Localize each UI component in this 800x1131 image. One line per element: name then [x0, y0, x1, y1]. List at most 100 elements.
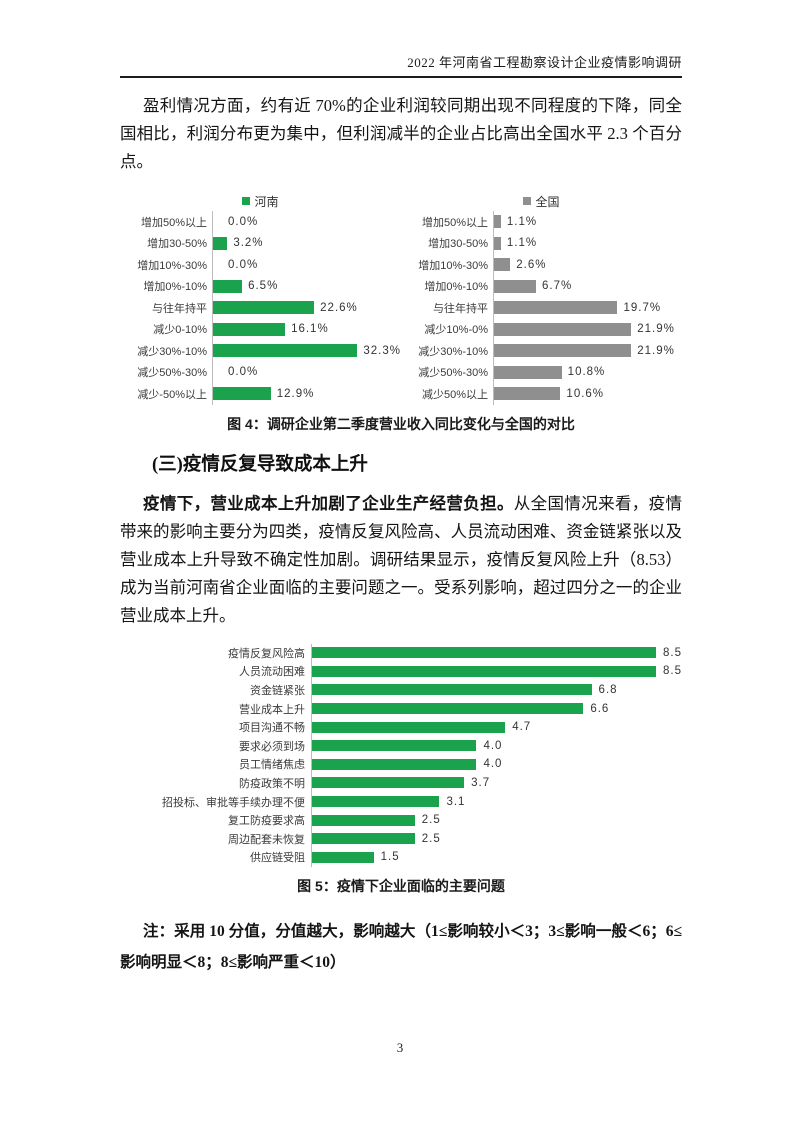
- chart-plot-area: 19.7%: [493, 297, 682, 319]
- national-legend-label: 全国: [535, 194, 560, 209]
- chart-bar: [312, 740, 477, 752]
- chart-row: 复工防疫要求高 2.5: [120, 810, 682, 830]
- page-content: 盈利情况方面，约有近 70%的企业利润较同期出现不同程度的下降，同全国相比，利润…: [120, 92, 682, 978]
- chart-row: 与往年持平 22.6%: [120, 297, 401, 319]
- chart-category-label: 减少30%-10%: [418, 345, 488, 358]
- chart-plot-area: 0.0%: [212, 361, 401, 383]
- chart-plot-area: 4.0: [311, 755, 682, 774]
- chart-row: 增加0%-10% 6.5%: [120, 275, 401, 297]
- henan-legend-swatch: [242, 197, 251, 205]
- chart-value-label: 22.6%: [320, 301, 358, 314]
- chart-bar: [312, 665, 656, 677]
- chart-value-label: 4.0: [483, 739, 503, 752]
- scale-note: 注：采用 10 分值，分值越大，影响越大（1≤影响较小＜3；3≤影响一般＜6；6…: [120, 922, 682, 971]
- chart-bar: [494, 322, 632, 336]
- chart-bar: [213, 322, 286, 336]
- chart-plot-area: 12.9%: [212, 383, 401, 405]
- chart-bar: [312, 796, 440, 808]
- chart-bar: [312, 684, 592, 696]
- chart-value-label: 10.8%: [567, 366, 606, 379]
- chart-category-label: 与往年持平: [433, 302, 488, 315]
- chart-value-label: 0.0%: [228, 215, 259, 228]
- chart-value-label: 32.3%: [363, 344, 401, 357]
- chart-value-label: 8.5: [663, 646, 682, 659]
- chart-plot-area: 2.5: [311, 829, 682, 849]
- chart-row: 增加50%以上 0.0%: [120, 211, 401, 233]
- chart-category-label: 营业成本上升: [239, 703, 305, 716]
- chart-category-label: 人员流动困难: [239, 666, 305, 679]
- paragraph-costs: 疫情下，营业成本上升加剧了企业生产经营负担。从全国情况来看，疫情带来的影响主要分…: [120, 490, 682, 630]
- chart-row: 增加0%-10% 6.7%: [401, 275, 682, 297]
- chart-category-label: 防疫政策不明: [239, 777, 305, 790]
- chart-row: 增加30-50% 3.2%: [120, 232, 401, 254]
- chart-plot-area: 4.7: [311, 717, 682, 737]
- chart-row: 减少0-10% 16.1%: [120, 318, 401, 340]
- figure4-charts: 河南 增加50%以上 0.0% 增加30-50% 3.2% 增加10%-30% 0.0% 增…: [120, 191, 682, 405]
- national-chart-rows: 增加50%以上 1.1% 增加30-50% 1.1% 增加10%-30% 2.6% 增加0%…: [401, 211, 682, 405]
- chart-category-label: 员工情绪焦虑: [239, 759, 305, 772]
- chart-category-label: 增加50%以上: [421, 216, 488, 229]
- chart-category-label: 疫情反复风险高: [228, 647, 305, 660]
- chart-plot-area: 0.0%: [212, 254, 401, 276]
- chart-plot-area: 21.9%: [493, 318, 682, 340]
- chart-plot-area: 8.5: [311, 643, 682, 663]
- chart-plot-area: 6.6: [311, 699, 682, 718]
- chart-plot-area: 16.1%: [212, 318, 401, 340]
- chart-value-label: 1.1%: [506, 215, 538, 228]
- chart-value-label: 4.7: [512, 721, 532, 734]
- henan-legend: 河南: [120, 191, 401, 211]
- chart-bar: [494, 279, 536, 293]
- chart-plot-area: 10.8%: [493, 361, 682, 383]
- chart-value-label: 21.9%: [637, 323, 675, 336]
- chart-bar: [494, 365, 562, 379]
- chart-row: 减少50%以上 10.6%: [401, 383, 682, 405]
- chart-row: 防疫政策不明 3.7: [120, 773, 682, 793]
- chart-bar: [312, 814, 415, 826]
- national-legend-swatch: [523, 197, 532, 205]
- chart-value-label: 6.6: [590, 702, 610, 715]
- chart-plot-area: 3.7: [311, 773, 682, 793]
- chart-value-label: 3.7: [471, 776, 491, 789]
- chart-row: 减少30%-10% 21.9%: [401, 340, 682, 362]
- chart-row: 减少10%-0% 21.9%: [401, 318, 682, 340]
- chart-bar: [494, 344, 632, 358]
- chart-bar: [312, 833, 415, 845]
- chart-category-label: 增加10%-30%: [137, 259, 207, 272]
- chart-row: 减少50%-30% 0.0%: [120, 361, 401, 383]
- henan-chart-rows: 增加50%以上 0.0% 增加30-50% 3.2% 增加10%-30% 0.0% 增加0%…: [120, 211, 401, 405]
- chart-plot-area: 8.5: [311, 662, 682, 681]
- chart-value-label: 1.5: [380, 851, 400, 864]
- chart-row: 与往年持平 19.7%: [401, 297, 682, 319]
- chart-bar: [494, 301, 618, 315]
- chart-value-label: 6.5%: [248, 280, 279, 293]
- chart-row: 项目沟通不畅 4.7: [120, 717, 682, 737]
- chart-plot-area: 6.5%: [212, 275, 401, 297]
- chart-category-label: 减少50%以上: [421, 388, 488, 401]
- section-heading: (三)疫情反复导致成本上升: [152, 454, 368, 475]
- chart-row: 人员流动困难 8.5: [120, 662, 682, 681]
- chart-row: 增加10%-30% 2.6%: [401, 254, 682, 276]
- chart-value-label: 6.7%: [541, 280, 573, 293]
- chart-bar: [494, 215, 501, 229]
- chart-plot-area: 21.9%: [493, 340, 682, 362]
- chart-row: 供应链受阻 1.5: [120, 848, 682, 867]
- chart-row: 减少30%-10% 32.3%: [120, 340, 401, 362]
- chart-category-label: 减少-50%以上: [137, 388, 207, 401]
- chart-plot-area: 4.0: [311, 736, 682, 756]
- chart-row: 资金链紧张 6.8: [120, 680, 682, 700]
- chart-value-label: 3.1: [446, 795, 466, 808]
- chart-bar: [312, 851, 374, 863]
- chart-value-label: 21.9%: [637, 344, 675, 357]
- chart-value-label: 1.1%: [506, 237, 538, 250]
- chart-bar: [213, 387, 271, 401]
- paragraph-profit: 盈利情况方面，约有近 70%的企业利润较同期出现不同程度的下降，同全国相比，利润…: [120, 96, 682, 171]
- chart-category-label: 增加10%-30%: [418, 259, 488, 272]
- chart-value-label: 0.0%: [228, 366, 259, 379]
- chart-bar: [312, 758, 477, 770]
- chart-row: 要求必须到场 4.0: [120, 736, 682, 756]
- chart-plot-area: 22.6%: [212, 297, 401, 319]
- chart-bar: [312, 703, 584, 715]
- henan-legend-label: 河南: [254, 194, 279, 209]
- chart-category-label: 增加50%以上: [140, 216, 207, 229]
- chart-value-label: 19.7%: [623, 301, 662, 314]
